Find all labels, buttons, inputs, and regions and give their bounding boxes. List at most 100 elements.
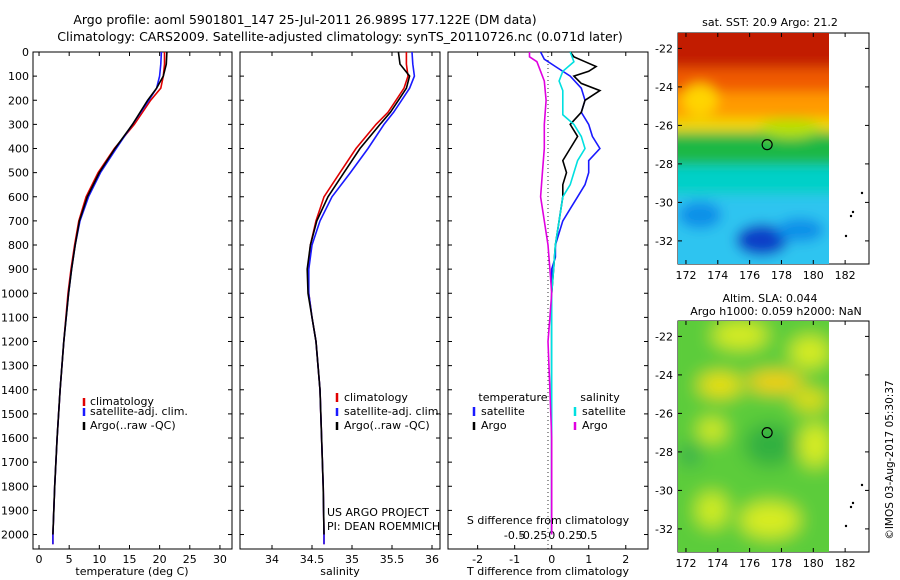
lat-tick-label: -32 — [655, 523, 673, 536]
s-difference-tick-label: -0.5 — [504, 529, 525, 542]
s-difference-label: S difference from climatology — [467, 514, 630, 527]
salinity-profiles — [306, 51, 416, 545]
depth-tick-label: 1100 — [1, 311, 29, 324]
legend-label-argo: Argo(..raw -QC) — [90, 419, 176, 432]
lat-tick-label: -24 — [655, 369, 673, 382]
depth-tick-label: 600 — [8, 191, 29, 204]
project-annotation: US ARGO PROJECT — [327, 506, 429, 519]
legend-label-t-argo: Argo — [481, 419, 507, 432]
difference-legend: temperature satellite Argo salinity sate… — [472, 391, 626, 432]
temperature-axes-frame — [32, 51, 233, 550]
legend-label-climatology: climatology — [90, 395, 154, 408]
salinity-legend: climatology satellite-adj. clim. Argo(..… — [335, 391, 442, 432]
sst-map-axes: 172 174 176 178 180 182 -22 -24 -26 -28 -30 -32 — [655, 33, 869, 282]
sst-field — [678, 33, 829, 264]
temperature-profiles — [52, 51, 168, 545]
lat-tick-label: -28 — [655, 446, 673, 459]
pi-annotation: PI: DEAN ROEMMICH — [327, 520, 440, 533]
temperature-x-axis: 0 5 10 15 20 25 30 — [36, 52, 227, 566]
depth-axis: 0 100 200 300 400 500 600 700 800 900 1000 1100 1200… — [1, 46, 232, 542]
depth-tick-label: 100 — [8, 70, 29, 83]
lat-tick-label: -24 — [655, 81, 673, 94]
legend-label-t-satellite: satellite — [481, 405, 525, 418]
lat-tick-label: -22 — [655, 330, 673, 343]
x-tick-label: 34.5 — [300, 553, 325, 566]
lat-tick-label: -32 — [655, 235, 673, 248]
lon-tick-label: 180 — [803, 557, 824, 570]
t-difference-xlabel: T difference from climatology — [466, 565, 629, 578]
x-tick-label: 35.5 — [380, 553, 405, 566]
depth-tick-label: 2000 — [1, 529, 29, 542]
series-line-salinity-satellite — [550, 51, 586, 535]
lat-tick-label: -30 — [655, 196, 673, 209]
legend-label-satellite: satellite-adj. clim. — [344, 405, 442, 418]
s-difference-tick-label: 0 — [548, 529, 555, 542]
temperature-xlabel: temperature (deg C) — [75, 565, 188, 578]
depth-tick-label: 1300 — [1, 360, 29, 373]
sst-map-title: sat. SST: 20.9 Argo: 21.2 — [702, 16, 838, 29]
depth-tick-label: 800 — [8, 239, 29, 252]
lon-tick-label: 176 — [739, 557, 760, 570]
x-tick-label: 1 — [585, 553, 592, 566]
depth-tick-label: 0 — [22, 46, 29, 59]
argo-location-marker — [761, 427, 773, 439]
lon-tick-label: 176 — [739, 269, 760, 282]
depth-tick-label: 1700 — [1, 456, 29, 469]
lat-tick-label: -22 — [655, 42, 673, 55]
lon-tick-label: 182 — [835, 557, 856, 570]
depth-tick-label: 1600 — [1, 432, 29, 445]
lon-tick-label: 182 — [835, 269, 856, 282]
x-tick-label: 2 — [622, 553, 629, 566]
salinity-panel: 34 34.5 35 35.5 36 salinity climatology sate… — [239, 51, 442, 578]
x-tick-label: 0 — [36, 553, 43, 566]
x-tick-label: 20 — [153, 553, 167, 566]
x-tick-label: -2 — [472, 553, 483, 566]
lon-tick-label: 172 — [675, 557, 696, 570]
x-tick-label: 34 — [265, 553, 279, 566]
legend-label-satellite: satellite-adj. clim. — [90, 405, 188, 418]
s-difference-tick-label: -0.25 — [519, 529, 547, 542]
lon-tick-label: 178 — [771, 557, 792, 570]
depth-tick-label: 1800 — [1, 480, 29, 493]
sla-map-title-line2: Argo h1000: 0.059 h2000: NaN — [690, 305, 862, 318]
figure-title-line2: Climatology: CARS2009. Satellite-adjuste… — [57, 29, 622, 44]
depth-tick-label: 900 — [8, 263, 29, 276]
argo-location-marker — [761, 139, 773, 151]
legend-title-salinity: salinity — [580, 391, 620, 404]
depth-tick-label: 1000 — [1, 287, 29, 300]
x-tick-label: 25 — [183, 553, 197, 566]
legend-title-temperature: temperature — [478, 391, 547, 404]
depth-tick-label: 200 — [8, 94, 29, 107]
temperature-panel: 0100200300400500600700800900100011001200… — [1, 46, 233, 578]
depth-tick-label: 1200 — [1, 336, 29, 349]
salinity-x-axis: 34 34.5 35 35.5 36 — [265, 52, 439, 566]
legend-label-s-argo: Argo — [582, 419, 608, 432]
island-dots — [844, 483, 864, 528]
salinity-xlabel: salinity — [320, 565, 360, 578]
x-tick-label: 0 — [548, 553, 555, 566]
difference-depth-ticks — [448, 51, 648, 536]
depth-tick-label: 400 — [8, 143, 29, 156]
x-tick-label: 10 — [92, 553, 106, 566]
x-tick-label: 15 — [122, 553, 136, 566]
legend-label-climatology: climatology — [344, 391, 408, 404]
figure-title-line1: Argo profile: aoml 5901801_147 25-Jul-20… — [73, 12, 536, 27]
temperature-legend: climatology satellite-adj. clim. Argo(..… — [82, 395, 188, 432]
lon-tick-label: 178 — [771, 269, 792, 282]
x-tick-label: 30 — [213, 553, 227, 566]
sla-map-panel: Altim. SLA: 0.044 Argo h1000: 0.059 h200… — [655, 292, 870, 570]
depth-tick-label: 1900 — [1, 504, 29, 517]
x-tick-label: 36 — [425, 553, 439, 566]
sla-map-axes: 172 174 176 178 180 182 -22 -24 -26 -28 -30 -32 — [655, 321, 869, 570]
sla-map-title-line1: Altim. SLA: 0.044 — [722, 292, 817, 305]
x-tick-label: 35 — [345, 553, 359, 566]
depth-tick-label: 700 — [8, 215, 29, 228]
series-line-argo-raw-qc — [52, 51, 168, 535]
lon-tick-label: 174 — [707, 269, 728, 282]
lon-tick-label: 180 — [803, 269, 824, 282]
imos-credit: ©IMOS 03-Aug-2017 05:30:37 — [884, 380, 896, 539]
legend-label-s-satellite: satellite — [582, 405, 626, 418]
s-difference-tick-label: 0.5 — [580, 529, 598, 542]
salinity-axes-frame — [239, 51, 441, 550]
